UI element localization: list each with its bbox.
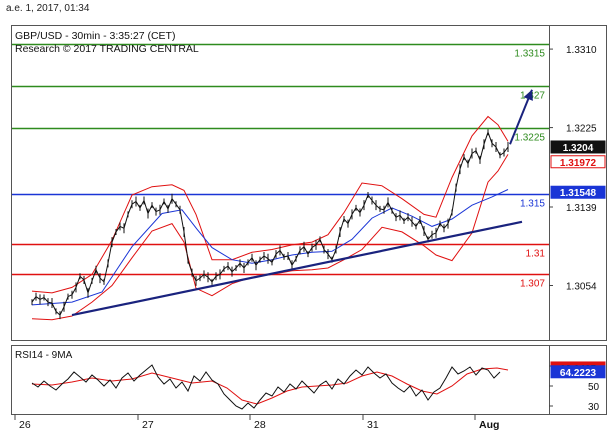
price-axis-frame bbox=[549, 25, 607, 341]
level-label-4: 1.31 bbox=[526, 249, 546, 260]
bollinger-upper-line bbox=[31, 115, 509, 294]
moving-average-line bbox=[31, 189, 509, 306]
projection-arrow-head bbox=[523, 89, 533, 101]
price-y-tick-label-0: 1.3310 bbox=[566, 45, 597, 56]
rsi-tag-1-bg bbox=[550, 365, 606, 379]
bollinger-lower-line bbox=[31, 154, 509, 321]
level-label-1: 1.327 bbox=[520, 91, 545, 102]
x-tick-label-0: 26 bbox=[19, 419, 31, 431]
price-line bbox=[31, 130, 509, 316]
credit-line: Research © 2017 TRADING CENTRAL bbox=[15, 43, 199, 55]
rsi-tag-1-label: 64.2223 bbox=[560, 368, 597, 379]
rsi-y-tick-label-2: 30 bbox=[588, 402, 600, 413]
price-tag-0-label: 1.3204 bbox=[563, 143, 594, 154]
price-tag-2-label: 1.31548 bbox=[560, 188, 597, 199]
price-tag-0-bg bbox=[550, 140, 606, 154]
x-tick-label-4: Aug bbox=[479, 419, 499, 431]
price-tag-2-bg bbox=[550, 185, 606, 199]
rsi-title: RSI14 - 9MA bbox=[15, 350, 73, 361]
price-y-tick-label-2: 1.3139 bbox=[566, 203, 597, 214]
trendline bbox=[71, 220, 523, 317]
level-label-5: 1.307 bbox=[520, 279, 545, 290]
price-tag-1-bg bbox=[550, 155, 606, 169]
price-tag-1-label: 1.31972 bbox=[560, 158, 597, 169]
symbol-title: GBP/USD - 30min - 3:35:27 (CET) bbox=[15, 30, 175, 42]
x-tick-label-1: 27 bbox=[142, 419, 154, 431]
rsi-panel-frame bbox=[11, 345, 550, 415]
rsi-line bbox=[31, 364, 501, 410]
x-tick-label-2: 28 bbox=[254, 419, 266, 431]
price-y-tick-label-3: 1.3054 bbox=[566, 282, 597, 293]
price-y-tick-label-1: 1.3225 bbox=[566, 124, 597, 135]
rsi-y-tick-label-1: 50 bbox=[588, 382, 600, 393]
rsi-ma-line bbox=[31, 367, 509, 405]
rsi-axis-frame bbox=[549, 345, 607, 415]
level-label-3: 1.315 bbox=[520, 199, 545, 210]
timestamp-label: a.e. 1, 2017, 01:34 bbox=[6, 3, 90, 14]
price-panel-frame bbox=[11, 25, 550, 341]
x-tick-label-3: 31 bbox=[367, 419, 379, 431]
level-label-2: 1.3225 bbox=[514, 133, 545, 144]
level-label-0: 1.3315 bbox=[514, 49, 545, 60]
